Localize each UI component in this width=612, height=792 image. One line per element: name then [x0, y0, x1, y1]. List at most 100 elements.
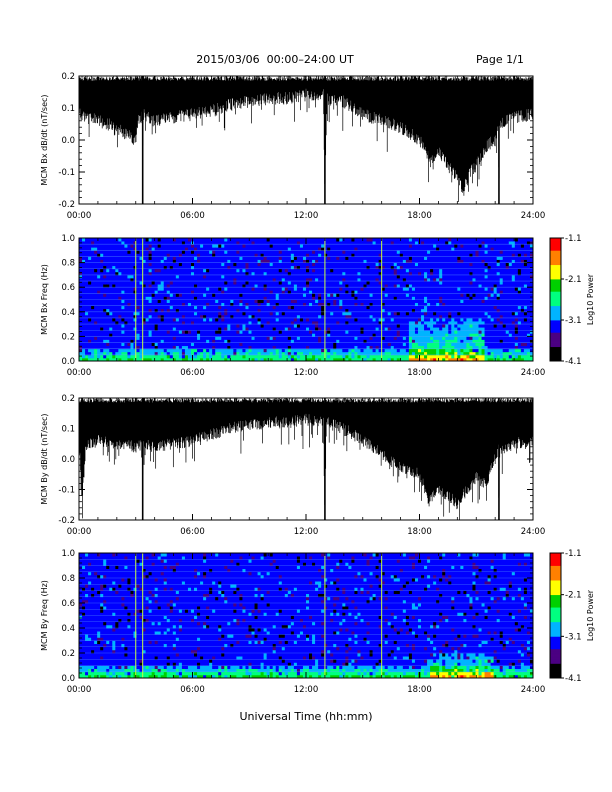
spectrogram-cell — [94, 348, 98, 353]
spectrogram-cell — [160, 259, 165, 263]
spectrogram-cell — [184, 357, 189, 362]
spectrogram-cell — [206, 351, 210, 356]
spectrogram-cell — [366, 333, 370, 337]
spectrogram-cell — [387, 299, 392, 303]
spectrogram-cell — [184, 284, 189, 288]
spectrogram-cell — [293, 241, 298, 245]
spectrogram-cell — [187, 330, 192, 334]
spectrogram-cell — [230, 284, 234, 288]
spectrogram-cell — [248, 253, 252, 257]
spectrogram-cell — [324, 281, 328, 285]
spectrogram-cell — [194, 244, 198, 248]
spectrogram-cell — [257, 348, 261, 353]
spectrogram-cell — [251, 274, 255, 279]
spectrogram-cell — [254, 324, 258, 328]
spectrogram-cell — [369, 244, 373, 248]
spectrogram-cell — [212, 324, 216, 328]
spectrogram-cell — [203, 357, 207, 362]
spectrogram-cell — [315, 290, 319, 294]
spectrogram-cell — [278, 265, 283, 270]
spectrogram-cell — [242, 256, 246, 260]
spectrogram-cell — [424, 268, 428, 273]
spectrogram-cell — [142, 268, 146, 273]
spectrogram-cell — [312, 268, 316, 273]
spectrogram-cell — [351, 348, 355, 353]
spectrogram-cell — [245, 256, 249, 260]
spectrogram-cell — [378, 259, 383, 263]
spectrogram-cell — [278, 305, 283, 310]
spectrogram-cell — [369, 305, 373, 310]
spectrogram-cell — [354, 296, 358, 300]
spectrogram-cell — [187, 247, 192, 251]
spectrogram-cell — [230, 244, 234, 248]
spectrogram-cell — [399, 330, 404, 334]
spectrogram-cell — [227, 274, 231, 279]
spectrogram-cell — [136, 336, 140, 340]
spectrogram-cell — [109, 321, 113, 325]
spectrogram-cell — [390, 259, 395, 263]
spectrogram-cell — [387, 324, 392, 328]
spectrogram-cell — [184, 287, 189, 291]
spectrogram-cell — [411, 277, 416, 282]
spectrogram-cell — [381, 333, 386, 337]
spectrogram-cell — [333, 354, 337, 359]
spectrogram-cell — [206, 293, 210, 297]
spectrogram-cell — [178, 287, 183, 291]
spectrogram-cell — [127, 348, 131, 353]
x-tick-label: 00:00 — [67, 211, 92, 221]
spectrogram-cell — [290, 253, 295, 257]
spectrogram-cell — [384, 308, 389, 313]
spectrogram-cell — [318, 293, 322, 297]
spectrogram-cell — [233, 330, 237, 334]
spectrogram-cell — [88, 348, 92, 353]
spectrogram-cell — [224, 336, 228, 340]
spectrogram-cell — [236, 317, 240, 322]
spectrogram-cell — [160, 250, 165, 254]
spectrogram-cell — [345, 345, 349, 350]
spectrogram-cell — [148, 345, 153, 350]
spectrogram-cell — [318, 262, 322, 267]
spectrogram-cell — [445, 308, 449, 313]
spectrogram-cell — [88, 271, 92, 276]
spectrogram-cell — [79, 287, 83, 291]
spectrogram-cell — [200, 317, 204, 322]
spectrogram-cell — [145, 281, 150, 285]
spectrogram-cell — [242, 274, 246, 279]
spectrogram-cell — [109, 268, 113, 273]
spectrogram-cell — [342, 271, 346, 276]
spectrogram-cell — [381, 308, 386, 313]
spectrogram-cell — [82, 284, 86, 288]
spectrogram-cell — [414, 302, 419, 307]
spectrogram-cell — [405, 351, 410, 356]
spectrogram-cell — [384, 327, 389, 331]
spectrogram-cell — [357, 262, 361, 267]
spectrogram-cell — [351, 268, 355, 273]
spectrogram-cell — [263, 274, 268, 279]
spectrogram-cell — [366, 247, 370, 251]
spectrogram-cell — [360, 287, 364, 291]
spectrogram-cell — [275, 290, 280, 294]
spectrogram-cell — [209, 268, 213, 273]
spectrogram-cell — [151, 311, 156, 316]
spectrogram-cell — [336, 277, 340, 282]
spectrogram-cell — [79, 299, 83, 303]
spectrogram-cell — [306, 241, 310, 245]
spectrogram-cell — [190, 290, 195, 294]
spectrogram-cell — [375, 247, 380, 251]
spectrogram-cell — [375, 345, 380, 350]
spectrogram-cell — [160, 317, 165, 322]
spectrogram-cell — [194, 247, 198, 251]
spectrogram-cell — [85, 339, 89, 343]
spectrogram-cell — [218, 241, 222, 245]
spectrogram-cell — [94, 299, 98, 303]
spectrogram-cell — [396, 308, 401, 313]
spectrogram-cell — [166, 336, 171, 340]
spectrogram-cell — [390, 241, 395, 245]
spectrogram-cell — [148, 293, 153, 297]
spectrogram-cell — [393, 302, 398, 307]
spectrogram-cell — [239, 241, 243, 245]
spectrogram-cell — [351, 345, 355, 350]
spectrogram-cell — [396, 256, 401, 260]
spectrogram-cell — [372, 351, 377, 356]
spectrogram-cell — [130, 287, 134, 291]
